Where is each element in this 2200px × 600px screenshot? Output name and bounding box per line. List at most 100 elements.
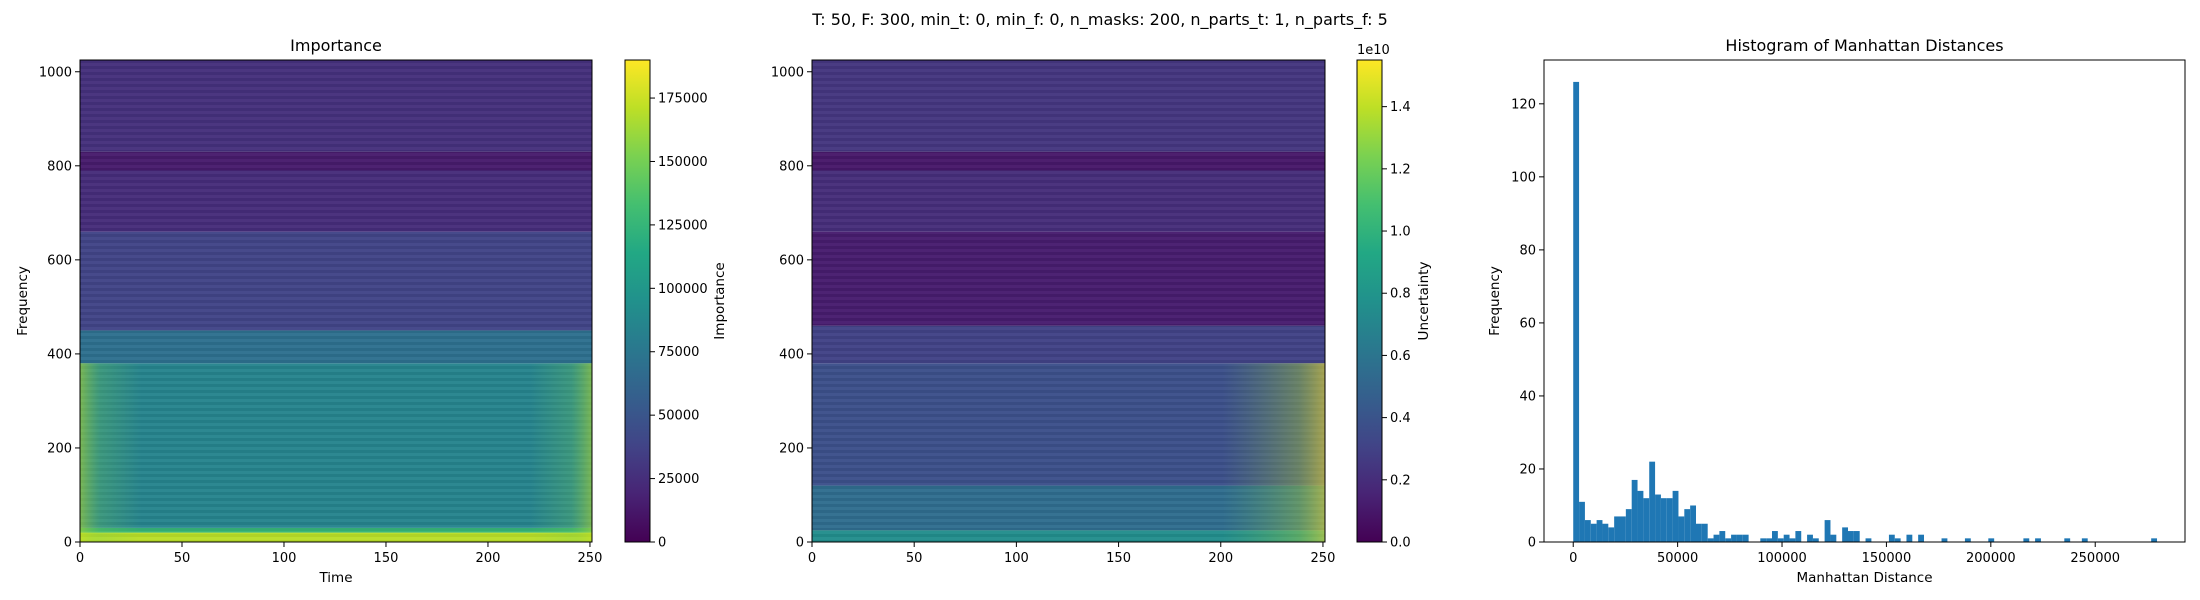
colorbar <box>625 60 650 542</box>
histogram-bar <box>1807 534 1813 542</box>
x-tick-label: 0 <box>76 551 84 566</box>
histogram-bar <box>1614 516 1621 542</box>
histogram-bar <box>1631 479 1638 542</box>
histogram-bar <box>1888 534 1895 542</box>
x-tick-label: 200000 <box>1966 551 2016 566</box>
colorbar-tick-label: 175000 <box>658 92 708 107</box>
x-tick-label: 50 <box>174 551 191 566</box>
histogram-bar <box>1637 490 1644 542</box>
histogram-bar <box>1725 538 1732 542</box>
histogram-bar <box>1789 538 1796 542</box>
y-axis-label: Frequency <box>1487 266 1503 336</box>
x-tick-label: 150000 <box>1862 551 1912 566</box>
x-tick-label: 250 <box>578 551 603 566</box>
x-tick-label: 0 <box>1569 551 1577 566</box>
y-tick-label: 0 <box>1528 536 1536 551</box>
histogram-bar <box>2023 538 2030 542</box>
histogram-bar <box>1625 509 1632 542</box>
histogram-bar <box>1742 534 1749 542</box>
colorbar-tick-label: 25000 <box>658 472 699 487</box>
y-tick-label: 600 <box>779 253 804 268</box>
histogram-bar <box>1772 531 1778 542</box>
histogram-bar <box>1573 81 1580 542</box>
histogram-bar <box>1579 501 1585 542</box>
y-tick-label: 0 <box>796 536 804 551</box>
histogram-bar <box>1719 531 1726 542</box>
colorbar-label: Uncertainty <box>1416 262 1432 341</box>
y-tick-label: 200 <box>47 441 72 456</box>
colorbar-label: Importance <box>712 262 728 339</box>
histogram-bar <box>1620 516 1626 542</box>
y-axis-label: Frequency <box>15 266 31 336</box>
colorbar-tick-label: 125000 <box>658 218 708 233</box>
histogram-bar <box>1666 498 1673 542</box>
x-tick-label: 100000 <box>1757 551 1807 566</box>
histogram-bar <box>1894 538 1901 542</box>
histogram-bar <box>1760 538 1767 542</box>
histogram-bar <box>1918 534 1925 542</box>
colorbar-tick-label: 100000 <box>658 282 708 297</box>
colorbar-frame <box>1356 59 1383 543</box>
heatmap-title: Importance <box>290 36 382 55</box>
histogram-bar <box>2035 538 2041 542</box>
x-tick-label: 150 <box>374 551 399 566</box>
histogram-bar <box>1684 509 1691 542</box>
plot-area <box>1544 60 2185 542</box>
y-tick-label: 80 <box>1519 243 1536 258</box>
histogram-bar <box>1713 534 1720 542</box>
histogram-title: Histogram of Manhattan Distances <box>1725 36 2003 55</box>
colorbar-tick-label: 75000 <box>658 345 699 360</box>
colorbar-frame <box>624 59 651 543</box>
y-tick-label: 200 <box>779 441 804 456</box>
x-tick-label: 100 <box>272 551 297 566</box>
x-tick-label: 50 <box>906 551 923 566</box>
x-tick-label: 250 <box>1311 551 1336 566</box>
histogram-bar <box>1766 538 1773 542</box>
y-tick-label: 400 <box>779 347 804 362</box>
x-tick-label: 0 <box>808 551 816 566</box>
y-tick-label: 800 <box>779 159 804 174</box>
histogram-bar <box>1812 538 1819 542</box>
y-tick-label: 1000 <box>39 65 72 80</box>
colorbar-tick-label: 0.4 <box>1390 411 1411 426</box>
histogram-bar <box>1848 531 1854 542</box>
histogram-bar <box>1941 538 1948 542</box>
histogram-bar <box>1660 498 1667 542</box>
colorbar-offset-text: 1e10 <box>1357 43 1390 58</box>
colorbar-tick-label: 0.8 <box>1390 287 1411 302</box>
colorbar <box>1357 60 1382 542</box>
histogram-bar <box>1701 523 1708 542</box>
colorbar-tick-label: 0.6 <box>1390 349 1411 364</box>
colorbar-tick-label: 1.4 <box>1390 100 1411 115</box>
plot-frame <box>1543 59 2186 543</box>
histogram-bar <box>1964 538 1971 542</box>
histogram-bar <box>1731 534 1737 542</box>
heatmap-frame <box>79 59 593 543</box>
histogram-bar <box>1824 520 1831 542</box>
y-tick-label: 400 <box>47 347 72 362</box>
y-tick-label: 800 <box>47 159 72 174</box>
y-tick-label: 600 <box>47 253 72 268</box>
heatmap-frame <box>811 59 1326 543</box>
uncertainty-heatmap-panel: 0 50 100 150 200 250 0 200 400 600 800 1000 0.0 0.2 0.… <box>771 43 1432 566</box>
x-axis-label: Time <box>318 570 352 586</box>
colorbar-tick-label: 50000 <box>658 409 699 424</box>
x-tick-label: 200 <box>1208 551 1233 566</box>
heatmap-edge-glow <box>80 363 592 542</box>
histogram-bar <box>1590 523 1597 542</box>
histogram-bar <box>1690 505 1697 542</box>
colorbar-tick-label: 0 <box>658 536 666 551</box>
figure-suptitle: T: 50, F: 300, min_t: 0, min_f: 0, n_mas… <box>811 10 1388 30</box>
colorbar-tick-label: 0.2 <box>1390 473 1411 488</box>
x-tick-label: 250000 <box>2070 551 2120 566</box>
histogram-bar <box>1777 538 1784 542</box>
histogram-bar <box>1707 538 1714 542</box>
histogram-bar <box>1602 523 1609 542</box>
y-tick-label: 20 <box>1519 462 1536 477</box>
histogram-bar <box>2064 538 2071 542</box>
histogram-bar <box>1608 527 1615 542</box>
x-tick-label: 150 <box>1106 551 1131 566</box>
histogram-bar <box>1672 490 1679 542</box>
colorbar-tick-label: 1.2 <box>1390 162 1411 177</box>
